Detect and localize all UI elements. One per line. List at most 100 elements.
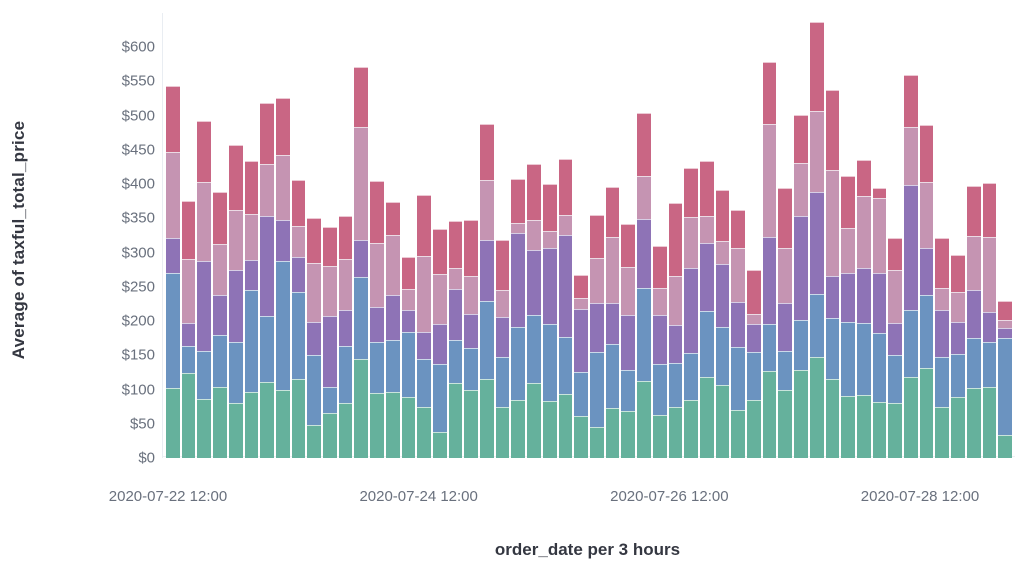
bar-segment-series-3-purple[interactable]: [731, 301, 746, 347]
bar-segment-series-1-green[interactable]: [244, 391, 259, 458]
bar-segment-series-2-blue[interactable]: [401, 331, 416, 397]
bar-segment-series-4-mauve[interactable]: [951, 292, 965, 323]
bar-segment-series-3-purple[interactable]: [260, 216, 274, 317]
bar-segment-series-2-blue[interactable]: [966, 338, 981, 389]
bar-column[interactable]: [417, 194, 431, 458]
bar-segment-series-5-rose[interactable]: [637, 113, 651, 177]
bar-column[interactable]: [794, 115, 808, 458]
bar-segment-series-4-mauve[interactable]: [589, 258, 604, 303]
bar-segment-series-1-green[interactable]: [637, 380, 651, 458]
bar-column[interactable]: [841, 176, 855, 458]
bar-segment-series-4-mauve[interactable]: [966, 236, 981, 290]
bar-segment-series-4-mauve[interactable]: [354, 126, 369, 241]
bar-segment-series-4-mauve[interactable]: [904, 126, 918, 185]
bar-segment-series-3-purple[interactable]: [401, 310, 416, 332]
bar-segment-series-5-rose[interactable]: [966, 186, 981, 237]
bar-segment-series-3-purple[interactable]: [794, 215, 808, 321]
bar-segment-series-2-blue[interactable]: [370, 341, 384, 393]
bar-column[interactable]: [370, 180, 384, 458]
bar-column[interactable]: [228, 144, 243, 458]
bar-segment-series-1-green[interactable]: [621, 411, 636, 458]
bar-segment-series-2-blue[interactable]: [888, 354, 903, 404]
bar-column[interactable]: [432, 229, 447, 458]
bar-segment-series-5-rose[interactable]: [464, 220, 479, 276]
bar-segment-series-3-purple[interactable]: [668, 325, 683, 363]
bar-segment-series-3-purple[interactable]: [181, 323, 196, 347]
bar-column[interactable]: [762, 62, 777, 458]
bar-segment-series-5-rose[interactable]: [511, 178, 526, 224]
bar-segment-series-5-rose[interactable]: [825, 90, 840, 170]
bar-segment-series-1-green[interactable]: [699, 376, 714, 458]
bar-segment-series-4-mauve[interactable]: [747, 314, 761, 325]
bar-segment-series-4-mauve[interactable]: [511, 223, 526, 234]
bar-column[interactable]: [731, 210, 746, 458]
bar-segment-series-2-blue[interactable]: [652, 364, 667, 415]
bar-segment-series-2-blue[interactable]: [275, 260, 290, 390]
bar-segment-series-1-green[interactable]: [213, 386, 227, 458]
bar-segment-series-5-rose[interactable]: [291, 179, 306, 226]
bar-segment-series-5-rose[interactable]: [841, 176, 855, 228]
bar-segment-series-4-mauve[interactable]: [778, 248, 793, 304]
bar-segment-series-2-blue[interactable]: [480, 301, 494, 379]
bar-segment-series-1-green[interactable]: [370, 392, 384, 458]
bar-segment-series-3-purple[interactable]: [448, 288, 463, 341]
bar-segment-series-5-rose[interactable]: [935, 238, 950, 289]
bar-segment-series-5-rose[interactable]: [951, 255, 965, 293]
bar-column[interactable]: [354, 66, 369, 458]
bar-segment-series-2-blue[interactable]: [307, 355, 322, 426]
bar-segment-series-2-blue[interactable]: [699, 310, 714, 377]
bar-column[interactable]: [275, 97, 290, 458]
bar-segment-series-1-green[interactable]: [809, 356, 824, 458]
bar-segment-series-4-mauve[interactable]: [338, 259, 353, 311]
bar-segment-series-1-green[interactable]: [511, 399, 526, 458]
bar-segment-series-5-rose[interactable]: [495, 240, 510, 291]
bar-segment-series-2-blue[interactable]: [919, 295, 934, 369]
bar-segment-series-5-rose[interactable]: [275, 97, 290, 155]
bar-segment-series-4-mauve[interactable]: [558, 214, 573, 236]
bar-segment-series-3-purple[interactable]: [527, 249, 541, 315]
bar-column[interactable]: [778, 188, 793, 458]
bar-column[interactable]: [213, 191, 227, 458]
bar-segment-series-4-mauve[interactable]: [856, 196, 871, 269]
bar-segment-series-2-blue[interactable]: [982, 341, 997, 387]
bar-column[interactable]: [307, 218, 322, 458]
bar-segment-series-4-mauve[interactable]: [699, 216, 714, 243]
bar-segment-series-4-mauve[interactable]: [841, 227, 855, 274]
bar-segment-series-5-rose[interactable]: [778, 188, 793, 249]
bar-segment-series-3-purple[interactable]: [385, 295, 400, 341]
bar-segment-series-5-rose[interactable]: [260, 103, 274, 164]
bar-segment-series-2-blue[interactable]: [385, 340, 400, 392]
bar-column[interactable]: [385, 201, 400, 458]
bar-segment-series-1-green[interactable]: [260, 382, 274, 458]
bar-segment-series-5-rose[interactable]: [856, 160, 871, 197]
bar-segment-series-1-green[interactable]: [982, 386, 997, 458]
bar-segment-series-2-blue[interactable]: [841, 321, 855, 397]
bar-segment-series-4-mauve[interactable]: [307, 262, 322, 322]
bar-segment-series-3-purple[interactable]: [213, 295, 227, 335]
bar-segment-series-5-rose[interactable]: [904, 75, 918, 127]
bar-segment-series-4-mauve[interactable]: [480, 179, 494, 241]
bar-segment-series-1-green[interactable]: [401, 397, 416, 458]
bar-column[interactable]: [935, 238, 950, 458]
bar-segment-series-3-purple[interactable]: [323, 316, 337, 387]
bar-segment-series-2-blue[interactable]: [260, 316, 274, 382]
bar-segment-series-3-purple[interactable]: [762, 237, 777, 325]
bar-column[interactable]: [589, 214, 604, 458]
bar-segment-series-3-purple[interactable]: [856, 268, 871, 324]
bar-segment-series-3-purple[interactable]: [542, 247, 557, 325]
bar-segment-series-5-rose[interactable]: [480, 124, 494, 180]
bar-segment-series-5-rose[interactable]: [354, 66, 369, 127]
bar-column[interactable]: [998, 301, 1012, 458]
bar-segment-series-4-mauve[interactable]: [432, 273, 447, 324]
bar-segment-series-1-green[interactable]: [966, 388, 981, 458]
bar-segment-series-3-purple[interactable]: [809, 192, 824, 294]
bar-segment-series-3-purple[interactable]: [370, 306, 384, 342]
bar-segment-series-3-purple[interactable]: [307, 321, 322, 356]
bar-column[interactable]: [856, 160, 871, 458]
bar-segment-series-4-mauve[interactable]: [825, 169, 840, 277]
bar-segment-series-5-rose[interactable]: [448, 220, 463, 268]
bar-segment-series-2-blue[interactable]: [605, 343, 620, 408]
bar-segment-series-5-rose[interactable]: [919, 125, 934, 183]
bar-segment-series-4-mauve[interactable]: [228, 210, 243, 270]
bar-segment-series-4-mauve[interactable]: [213, 244, 227, 296]
